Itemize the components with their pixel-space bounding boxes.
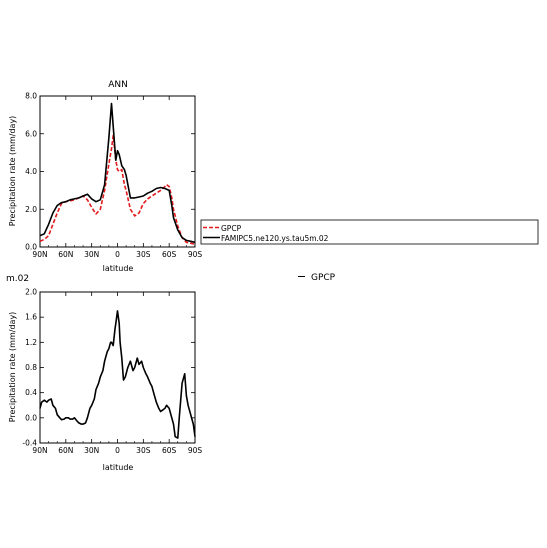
difference-plot-area: 90N 60N 30N 0 30S 60S 90S -0.4 0.0 0.4 0.8 1.2 1.6 2.… bbox=[22, 288, 202, 456]
series-line-famipc5-ne120-ys-tau5m-02 bbox=[39, 102, 196, 244]
plot-frame bbox=[39, 95, 196, 248]
legend-box bbox=[200, 219, 539, 245]
series-line-difference-0 bbox=[39, 310, 196, 439]
x-tick-label: 30N bbox=[84, 250, 99, 259]
y-tick-label: -0.4 bbox=[22, 439, 37, 448]
y-tick-label: 1.6 bbox=[25, 313, 37, 322]
y-tick-label: 0.8 bbox=[25, 363, 37, 372]
x-tick-label: 30S bbox=[136, 446, 151, 455]
x-tick-label: 30N bbox=[84, 446, 99, 455]
chart-title-fragment: m.02 bbox=[6, 274, 29, 284]
x-tick-label: 30S bbox=[136, 250, 151, 259]
x-axis-label-2: latitude bbox=[103, 463, 134, 472]
y-tick-label: 2.0 bbox=[25, 288, 37, 297]
difference-legend: GPCP bbox=[298, 273, 336, 283]
y-tick-label: 6.0 bbox=[25, 129, 37, 138]
x-tick-label: 60S bbox=[162, 446, 177, 455]
series-line-gpcp bbox=[39, 134, 196, 245]
x-tick-label: 90S bbox=[188, 250, 203, 259]
x-tick-label: 90N bbox=[32, 250, 47, 259]
x-tick-label: 90S bbox=[188, 446, 203, 455]
y-axis-label-2: Precipitation rate (mm/day) bbox=[8, 312, 17, 423]
y-tick-label: 8.0 bbox=[25, 92, 37, 101]
y-tick-label: 0.0 bbox=[25, 243, 37, 252]
x-tick-label: 90N bbox=[32, 446, 47, 455]
x-tick-label: 60N bbox=[58, 250, 73, 259]
x-tick-label: 60N bbox=[58, 446, 73, 455]
y-tick-label: 1.2 bbox=[25, 338, 37, 347]
difference-panel: m.02 90N 60N 30N 0 30S 60S 90S -0.4 0.0 0.4 0.8 1.2… bbox=[6, 274, 202, 472]
x-tick-label: 60S bbox=[162, 250, 177, 259]
x-tick-label: 0 bbox=[115, 250, 120, 259]
annual-precipitation-panel: ANN 90N 60N 30N 0 30S 60S 90S 0.0 2.0 4.0 6.0 8.0 P… bbox=[8, 80, 202, 273]
y-tick-label: 2.0 bbox=[25, 205, 37, 214]
y-axis-label: Precipitation rate (mm/day) bbox=[8, 116, 17, 227]
x-axis-label: latitude bbox=[103, 264, 134, 273]
legend-label-gpcp: GPCP bbox=[221, 224, 242, 233]
annual-plot-area: 90N 60N 30N 0 30S 60S 90S 0.0 2.0 4.0 6.0 8.0 bbox=[25, 92, 202, 260]
y-tick-label: 0.0 bbox=[25, 413, 37, 422]
legend-label-model: FAMIPC5.ne120.ys.tau5m.02 bbox=[221, 234, 329, 243]
legend-label-diff: GPCP bbox=[311, 273, 336, 283]
y-tick-label: 4.0 bbox=[25, 167, 37, 176]
x-tick-label: 0 bbox=[115, 446, 120, 455]
y-tick-label: 0.4 bbox=[25, 388, 37, 397]
annual-legend: GPCP FAMIPC5.ne120.ys.tau5m.02 bbox=[200, 219, 539, 245]
chart-title: ANN bbox=[108, 80, 128, 90]
